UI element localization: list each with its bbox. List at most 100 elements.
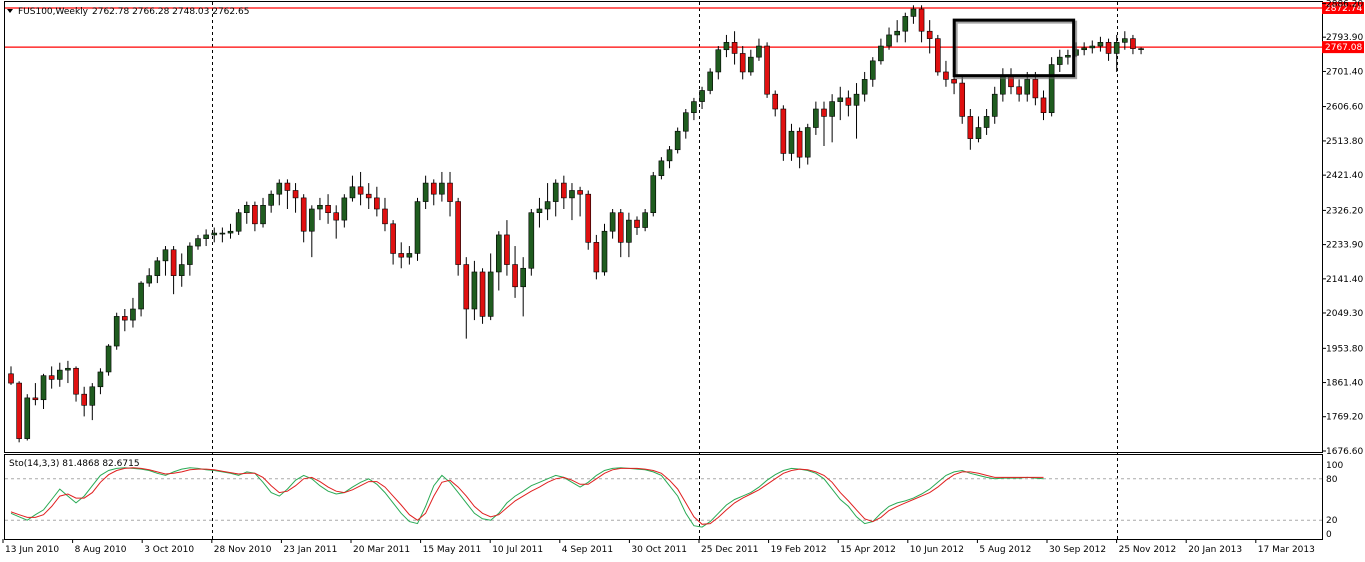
candle-body xyxy=(1024,79,1031,95)
x-tick-label: 13 Jun 2010 xyxy=(5,545,59,555)
main-panel-frame xyxy=(4,1,1323,453)
highlight-box[interactable] xyxy=(952,18,1076,78)
candle-body xyxy=(178,264,185,276)
candle-body xyxy=(113,316,120,347)
candle-body xyxy=(48,375,55,380)
candle-body xyxy=(813,108,819,128)
candle-body xyxy=(1065,54,1071,58)
candle-body xyxy=(73,367,79,395)
candle-body xyxy=(56,369,63,380)
stochastic-lines xyxy=(5,467,1322,528)
candle-body xyxy=(40,375,47,401)
candle-body xyxy=(1122,38,1128,43)
candle-body xyxy=(130,308,136,321)
x-tick-label: 30 Oct 2011 xyxy=(631,545,687,555)
candle-body xyxy=(601,230,608,273)
candle-body xyxy=(284,182,291,191)
indicator-label: Sto(14,3,3) 81.4868 82.6715 xyxy=(9,459,140,469)
candle-body xyxy=(1056,56,1063,65)
candle-body xyxy=(804,127,811,158)
candle-body xyxy=(325,204,331,214)
candle-body xyxy=(195,238,201,247)
candle-body xyxy=(146,275,153,284)
stoch-tick-label: 0 xyxy=(1326,530,1332,540)
x-tick-label: 23 Jan 2011 xyxy=(283,545,337,555)
dropdown-arrow-icon[interactable] xyxy=(7,9,13,13)
candle-body xyxy=(97,371,104,388)
candle-body xyxy=(414,201,421,254)
x-tick-label: 20 Jan 2013 xyxy=(1188,545,1242,555)
candle-body xyxy=(317,204,323,210)
y-tick-label: 2141.40 xyxy=(1326,275,1363,285)
stoch-tick-label: 80 xyxy=(1326,475,1338,485)
candle-body xyxy=(780,108,787,154)
candle-body xyxy=(105,345,112,373)
candle-body xyxy=(983,116,990,128)
candle-body xyxy=(910,8,917,17)
candle-body xyxy=(536,208,543,214)
y-tick-label: 1953.80 xyxy=(1326,344,1363,354)
candle-body xyxy=(455,201,461,265)
candle-body xyxy=(926,30,933,39)
candle-body xyxy=(349,186,356,199)
candle-body xyxy=(959,82,966,117)
candle-body xyxy=(878,45,884,62)
candle-body xyxy=(699,90,705,102)
x-tick-label: 19 Feb 2012 xyxy=(771,545,827,555)
candle-body xyxy=(861,79,868,95)
x-tick-label: 10 Jul 2011 xyxy=(492,545,543,555)
candle-body xyxy=(585,193,592,243)
candle-body xyxy=(764,45,770,95)
stochastic-panel-frame xyxy=(4,454,1323,540)
candle-body xyxy=(642,212,648,228)
candle-body xyxy=(292,190,299,199)
candle-body xyxy=(715,49,722,73)
x-tick-label: 5 Aug 2012 xyxy=(979,545,1031,555)
x-tick-label: 4 Sep 2011 xyxy=(562,545,613,555)
candle-body xyxy=(520,267,526,288)
candle-body xyxy=(739,53,746,73)
candle-body xyxy=(617,212,624,243)
candle-body xyxy=(300,197,307,232)
level-tag xyxy=(1322,1,1364,14)
candle-body xyxy=(991,93,998,117)
y-tick-label: 2701.40 xyxy=(1326,67,1363,77)
x-tick-label: 17 Mar 2013 xyxy=(1258,545,1315,555)
level-label: 2872.74 xyxy=(1325,4,1362,14)
candle-body xyxy=(357,186,364,195)
candle-body xyxy=(154,260,161,276)
candle-body xyxy=(821,108,827,117)
candle-body xyxy=(569,190,575,199)
y-tick-label: 2326.20 xyxy=(1326,206,1363,216)
candle-body xyxy=(374,197,380,210)
candle-body xyxy=(471,271,478,310)
candle-body xyxy=(276,182,283,195)
candle-body xyxy=(894,30,900,36)
candle-body xyxy=(593,242,600,273)
candle-body xyxy=(219,232,226,235)
candle-body xyxy=(853,93,860,106)
candle-body xyxy=(487,271,494,317)
candle-body xyxy=(341,197,348,221)
x-tick-label: 10 Jun 2012 xyxy=(910,545,964,555)
candle-body xyxy=(8,373,14,384)
y-tick-label: 2049.30 xyxy=(1326,309,1363,319)
candle-body xyxy=(796,130,803,158)
candle-body xyxy=(829,101,835,117)
candle-body xyxy=(650,175,657,214)
candle-body xyxy=(309,208,315,232)
x-tick-label: 15 May 2011 xyxy=(423,545,482,555)
x-tick-label: 28 Nov 2010 xyxy=(214,545,272,555)
candle-body xyxy=(203,234,209,239)
candle-body xyxy=(187,245,193,265)
candle-body xyxy=(975,127,982,139)
candle-body xyxy=(138,282,144,310)
x-tick-label: 25 Nov 2012 xyxy=(1119,545,1177,555)
candle-body xyxy=(837,97,844,102)
candle-body xyxy=(691,101,697,114)
candle-body xyxy=(495,234,502,273)
ohlc-readout: 2762.78 2766.28 2748.03 2762.65 xyxy=(92,7,249,17)
candle-body xyxy=(211,232,218,236)
candle-body xyxy=(666,149,673,162)
candle-body xyxy=(756,45,762,58)
